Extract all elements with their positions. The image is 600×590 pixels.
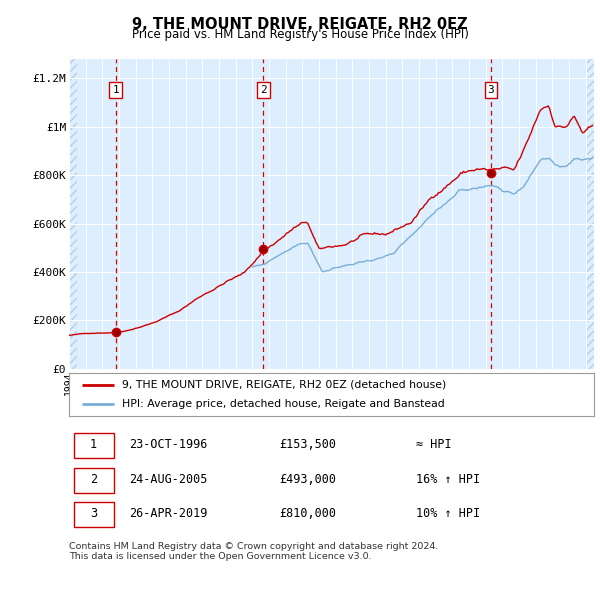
Text: £153,500: £153,500 bbox=[279, 438, 336, 451]
Text: 9, THE MOUNT DRIVE, REIGATE, RH2 0EZ: 9, THE MOUNT DRIVE, REIGATE, RH2 0EZ bbox=[132, 17, 468, 31]
Text: 2: 2 bbox=[90, 473, 97, 486]
Text: 2: 2 bbox=[260, 85, 266, 95]
Text: 24-AUG-2005: 24-AUG-2005 bbox=[130, 473, 208, 486]
Bar bbox=[69, 59, 77, 369]
Text: HPI: Average price, detached house, Reigate and Banstead: HPI: Average price, detached house, Reig… bbox=[121, 399, 444, 409]
Text: Price paid vs. HM Land Registry's House Price Index (HPI): Price paid vs. HM Land Registry's House … bbox=[131, 28, 469, 41]
Text: 3: 3 bbox=[488, 85, 494, 95]
Text: 3: 3 bbox=[90, 507, 97, 520]
Text: 10% ↑ HPI: 10% ↑ HPI bbox=[415, 507, 479, 520]
Text: £493,000: £493,000 bbox=[279, 473, 336, 486]
Bar bbox=[69, 59, 77, 369]
Text: 1: 1 bbox=[112, 85, 119, 95]
Text: ≈ HPI: ≈ HPI bbox=[415, 438, 451, 451]
Text: 23-OCT-1996: 23-OCT-1996 bbox=[130, 438, 208, 451]
Bar bbox=[586, 59, 594, 369]
Text: 16% ↑ HPI: 16% ↑ HPI bbox=[415, 473, 479, 486]
Text: 9, THE MOUNT DRIVE, REIGATE, RH2 0EZ (detached house): 9, THE MOUNT DRIVE, REIGATE, RH2 0EZ (de… bbox=[121, 380, 446, 390]
FancyBboxPatch shape bbox=[74, 433, 113, 458]
Text: 26-APR-2019: 26-APR-2019 bbox=[130, 507, 208, 520]
FancyBboxPatch shape bbox=[74, 502, 113, 527]
Text: £810,000: £810,000 bbox=[279, 507, 336, 520]
FancyBboxPatch shape bbox=[74, 468, 113, 493]
Text: Contains HM Land Registry data © Crown copyright and database right 2024.
This d: Contains HM Land Registry data © Crown c… bbox=[69, 542, 439, 561]
Text: 1: 1 bbox=[90, 438, 97, 451]
